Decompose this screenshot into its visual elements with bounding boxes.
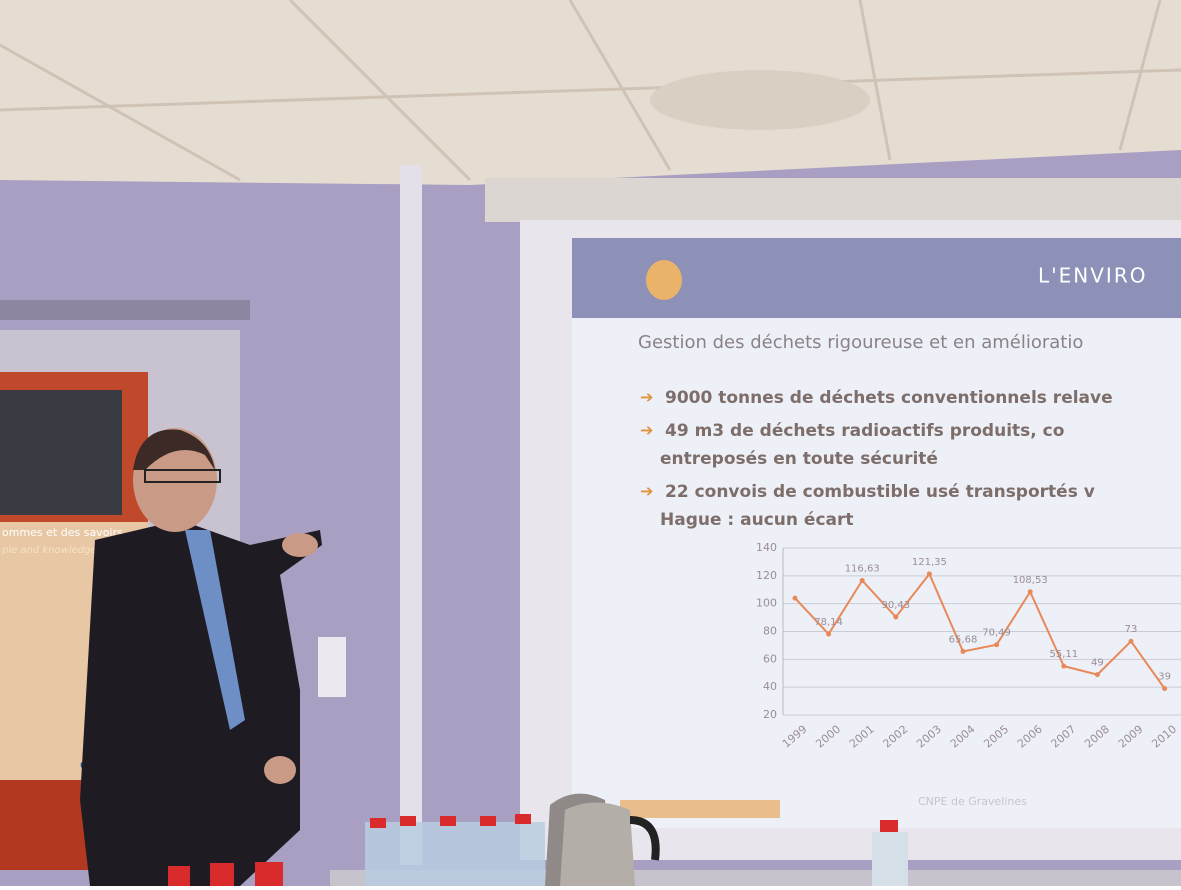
slide-header-text: L'ENVIRO — [1038, 264, 1147, 288]
data-point — [792, 595, 798, 601]
y-tick-label: 100 — [756, 597, 777, 610]
data-point — [1128, 638, 1134, 644]
bullets: ➔ 9000 tonnes de déchets conventionnels r… — [640, 388, 1113, 531]
data-point — [859, 578, 865, 584]
y-tick-label: 80 — [763, 625, 777, 638]
data-label: 90,43 — [881, 600, 910, 611]
data-point — [926, 571, 932, 577]
slide-subtitle: Gestion des déchets rigoureuse et en amé… — [638, 332, 1083, 353]
bullet-text: entreposés en toute sécurité — [660, 449, 938, 469]
data-point — [826, 631, 832, 637]
pillar — [400, 165, 422, 865]
data-label: 70,49 — [982, 628, 1011, 639]
data-label: 116,63 — [845, 564, 880, 575]
table-items — [168, 793, 1181, 886]
poster-photo — [0, 390, 122, 515]
data-label: 39 — [1158, 672, 1171, 683]
data-point — [994, 642, 1000, 648]
ceiling — [0, 0, 1181, 185]
data-label: 49 — [1091, 658, 1104, 669]
screen-case — [485, 178, 1181, 222]
data-point — [893, 614, 899, 620]
data-line — [794, 572, 1166, 690]
data-point — [1094, 672, 1100, 678]
data-label: 65,68 — [949, 634, 978, 645]
bullet-arrow: ➔ — [640, 421, 653, 440]
door-frame — [0, 300, 250, 320]
y-tick-label: 60 — [763, 652, 777, 665]
bullet-text: Hague : aucun écart — [660, 510, 854, 530]
socket — [318, 637, 346, 697]
data-label: 121,35 — [912, 557, 947, 568]
poster-text: ommes et des savoirs — [2, 526, 123, 539]
y-tick-label: 140 — [756, 541, 777, 554]
presenter — [80, 428, 322, 886]
ceiling-grid — [0, 0, 1181, 182]
y-tick-label: 20 — [763, 708, 777, 721]
data-label: 55,11 — [1049, 649, 1078, 660]
ceiling-light — [650, 70, 870, 130]
slide — [572, 238, 1181, 828]
slide-icons — [620, 800, 780, 818]
slide-footer: CNPE de Gravelines — [918, 795, 1027, 808]
data-point — [1027, 589, 1033, 595]
bullet-text: 49 m3 de déchets radioactifs produits, c… — [665, 421, 1064, 441]
y-tick-label: 120 — [756, 569, 777, 582]
data-point — [1162, 686, 1168, 692]
y-tick-label: 40 — [763, 680, 777, 693]
poster-text: ple and knowledge — [1, 545, 97, 556]
bullet-arrow: ➔ — [640, 482, 653, 501]
data-label: 108,53 — [1013, 575, 1048, 586]
bullet-text: 22 convois de combustible usé transporté… — [665, 482, 1095, 502]
data-point — [1061, 663, 1067, 669]
bullet-text: 9000 tonnes de déchets conventionnels re… — [665, 388, 1113, 408]
data-label: 73 — [1125, 624, 1138, 635]
data-point — [960, 648, 966, 654]
slide-logo — [646, 260, 682, 300]
bullet-arrow: ➔ — [640, 388, 653, 407]
data-label: 78,14 — [814, 617, 843, 628]
